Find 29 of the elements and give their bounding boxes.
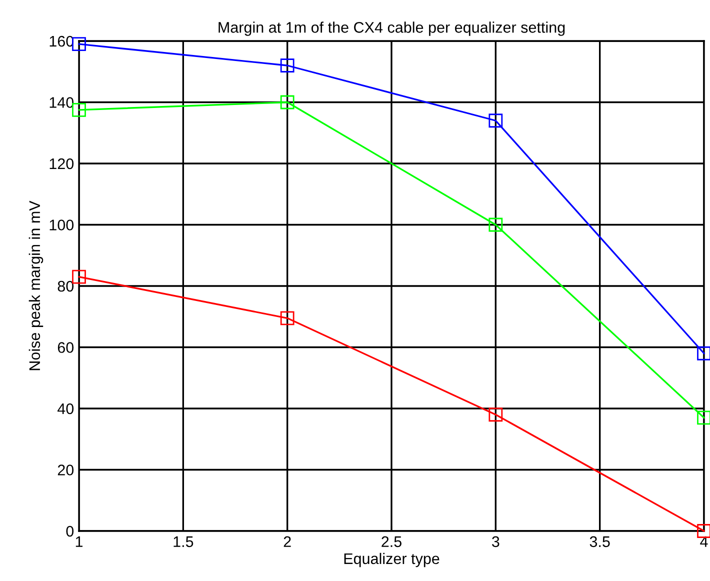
y-tick-label: 60 [58, 342, 74, 353]
point [697, 524, 710, 538]
x-tick-label: 2.5 [382, 536, 402, 548]
x-tick-label: 3 [492, 536, 500, 548]
point [72, 270, 86, 284]
y-tick-label: 120 [50, 158, 74, 170]
y-tick-label: 40 [58, 403, 74, 414]
point [280, 95, 294, 110]
y-tick-label: 140 [50, 97, 74, 108]
x-tick-label: 3.5 [590, 536, 610, 548]
point [697, 346, 710, 360]
x-tick-label: 1.5 [174, 536, 194, 548]
x-tick-label: 1 [76, 536, 83, 547]
point [488, 218, 503, 232]
x-axis-title: Equalizer type [344, 552, 440, 568]
y-tick-label: 20 [58, 464, 74, 476]
point [488, 408, 503, 422]
y-tick-label: 80 [58, 280, 74, 292]
point [697, 410, 710, 425]
y-tick-label: 0 [66, 526, 74, 537]
point [280, 311, 294, 326]
point [488, 114, 503, 128]
point [72, 102, 86, 117]
point [72, 37, 86, 52]
y-tick-label: 100 [50, 220, 74, 230]
x-tick-label: 2 [284, 536, 291, 547]
point [280, 58, 294, 72]
chart-title: Margin at 1m of the CX4 cable per equalizer setting [218, 22, 565, 36]
y-axis-title: Noise peak margin in mV [28, 200, 44, 370]
